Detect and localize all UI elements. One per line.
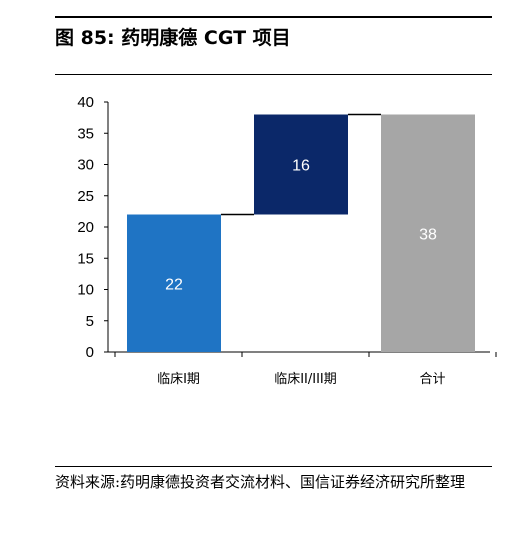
y-axis: 0 5 10 15 20 25 30 35 40 xyxy=(77,94,109,361)
y-tick-label: 15 xyxy=(77,250,94,267)
x-tick-label: 临床II/III期 xyxy=(274,372,337,387)
data-label: 16 xyxy=(292,158,310,175)
data-label: 22 xyxy=(165,276,183,293)
x-axis xyxy=(108,351,497,357)
y-tick-label: 25 xyxy=(77,188,94,205)
figure-title: 图 85: 药明康德 CGT 项目 xyxy=(55,27,291,49)
x-tick-labels: 临床I期 临床II/III期 合计 xyxy=(157,372,445,387)
bar xyxy=(381,114,475,352)
bar xyxy=(127,214,221,352)
source-note: 资料来源:药明康德投资者交流材料、国信证券经济研究所整理 xyxy=(55,473,466,491)
title-bottom-rule xyxy=(55,74,492,75)
y-tick-label: 35 xyxy=(77,125,94,142)
y-tick-label: 40 xyxy=(77,94,94,111)
data-labels: 22 16 38 xyxy=(165,158,437,294)
source-top-rule xyxy=(55,466,492,467)
bars xyxy=(127,114,475,352)
x-tick-label: 合计 xyxy=(419,372,445,387)
y-tick-label: 10 xyxy=(77,282,94,299)
x-tick-label: 临床I期 xyxy=(157,372,200,387)
y-tick-label: 5 xyxy=(86,313,94,330)
y-tick-label: 20 xyxy=(77,219,94,236)
waterfall-chart: 0 5 10 15 20 25 30 35 40 22 16 38 临床I期 临床II/III期 合计 xyxy=(77,94,497,387)
data-label: 38 xyxy=(419,226,437,243)
title-top-rule xyxy=(55,16,492,18)
bar xyxy=(254,114,348,215)
connectors xyxy=(221,113,381,216)
y-tick-label: 30 xyxy=(77,157,94,174)
y-tick-label: 0 xyxy=(86,344,94,361)
